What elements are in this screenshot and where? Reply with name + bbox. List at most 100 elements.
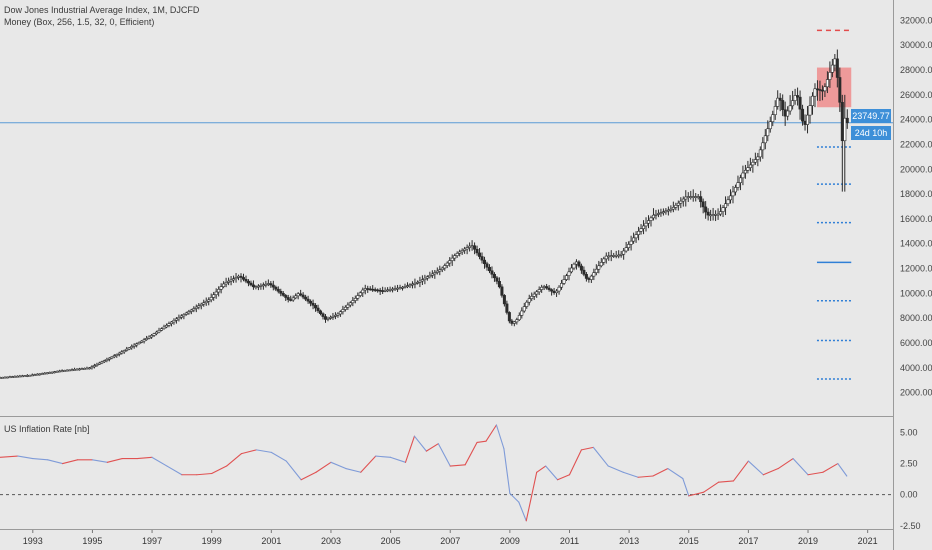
symbol-title[interactable]: Dow Jones Industrial Average Index, 1M, … [4,5,200,15]
price-candle-body [627,244,631,248]
price-candle-body [577,261,581,267]
price-candle-body [323,316,327,320]
inflation-line-segment [485,424,497,442]
inflation-plot[interactable] [0,424,893,522]
price-candle-body [729,195,733,201]
price-candle-body [500,286,504,296]
price-candle-body [480,256,484,261]
price-candle-body [423,277,427,280]
price-candle-body [443,265,447,269]
price-candle-body [8,376,12,379]
price-candle-body [279,290,283,294]
price-candle-body [552,290,556,294]
price-plot[interactable] [0,29,893,380]
price-candle-body [535,291,539,295]
price-candle-body [147,336,151,339]
price-candle-body [547,287,551,290]
indicator-label[interactable]: Money (Box, 256, 1.5, 32, 0, Efficient) [4,17,155,27]
price-candle-body [274,286,278,290]
price-candle-body [522,306,526,312]
price-candle-body [239,275,243,278]
price-candle-body [709,214,713,217]
price-candle-body [182,314,186,317]
price-candle-body [127,347,131,350]
price-candle-body [430,273,434,276]
price-candle-body [565,275,569,280]
price-candle-body [612,255,616,257]
inflation-line-segment [270,451,287,462]
inflation-line-segment [91,459,108,463]
price-candle-body [607,255,611,258]
price-candle-body [704,206,708,213]
price-candle-body [58,370,62,373]
price-candle-body [217,289,221,293]
price-candle-body [761,142,765,151]
price-candle-body [286,297,290,300]
price-candle-body [694,196,698,198]
price-candle-body [48,372,52,374]
price-candle-body [661,211,665,214]
inflation-tick-label: 5.00 [900,427,918,437]
price-candle-body [97,362,101,365]
price-candle-body [381,290,385,292]
inflation-line-segment [375,455,392,458]
price-candle-body [304,296,308,300]
price-candle-body [184,312,188,315]
price-candle-body [162,326,166,330]
inflation-line-segment [390,456,407,463]
price-candle-body [351,300,355,304]
price-candle-body [219,286,223,290]
inflation-axis[interactable]: 5.00 2.50 0.00 -2.50 [900,427,921,530]
price-candle-body [296,293,300,297]
sub-indicator-title[interactable]: US Inflation Rate [nb] [4,424,90,434]
price-candle-body [569,267,573,273]
price-tick-label: 6000.00 [900,338,932,348]
price-candle-body [269,283,273,286]
price-candle-body [418,280,422,283]
price-candle-body [823,86,827,92]
price-tick-label: 2000.00 [900,388,932,398]
price-candle-body [654,214,658,216]
inflation-line-segment [525,471,538,522]
inflation-line-segment [837,463,848,477]
price-candle-body [105,359,109,361]
price-candle-body [90,366,94,369]
price-candle-body [651,214,655,219]
price-candle-body [3,376,7,379]
price-candle-body [256,285,260,288]
price-candle-body [656,213,660,215]
price-candle-body [624,247,628,252]
price-candle-body [490,270,494,275]
price-axis[interactable]: 32000.00 30000.00 28000.00 26000.00 24000.00… [900,15,932,397]
inflation-line-segment [476,440,487,443]
price-candle-body [28,374,32,377]
price-candle-body [95,364,99,366]
price-candle-body [348,302,352,306]
price-candle-body [192,308,196,311]
price-candle-body [815,88,819,91]
price-candle-body [242,277,246,280]
price-candle-body [453,255,457,259]
price-candle-body [137,342,141,345]
inflation-line-segment [822,463,839,473]
price-candle-body [724,203,728,208]
inflation-line-segment [718,480,735,483]
price-candle-body [68,369,72,372]
price-candle-body [110,356,114,359]
price-candle-body [309,300,313,304]
price-candle-body [50,371,54,374]
price-candle-body [428,275,432,278]
price-candle-body [699,196,703,203]
price-candle-body [65,369,69,372]
price-candle-body [468,245,472,248]
price-candle-body [120,351,124,354]
price-candle-body [87,367,91,370]
inflation-line-segment [17,455,34,460]
price-candle-body [0,377,4,379]
inflation-line-segment [747,460,764,476]
time-axis[interactable]: 1993 1995 1997 1999 2001 2003 2005 2007 2009 2011… [23,529,878,546]
price-candle-body [731,191,735,197]
price-candle-body [169,321,173,324]
